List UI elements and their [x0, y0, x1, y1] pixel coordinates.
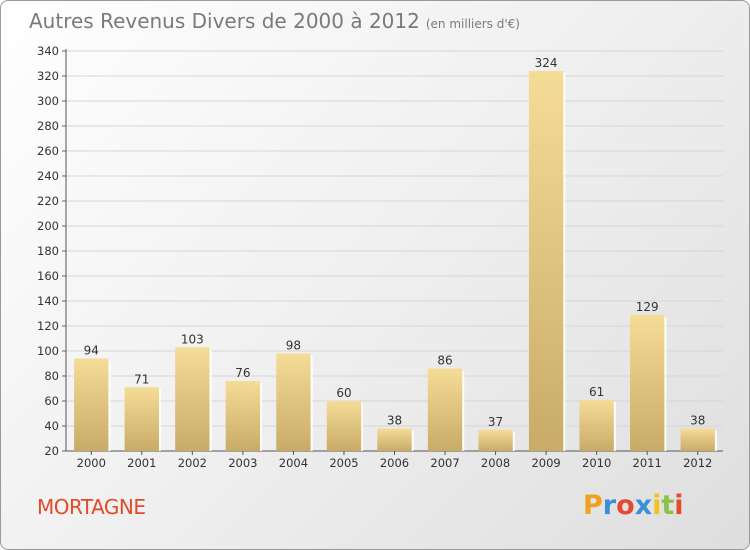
bar: [579, 399, 614, 451]
bar-value-label: 61: [589, 385, 604, 399]
x-tick-label: 2009: [531, 456, 560, 470]
bar: [175, 347, 210, 451]
bar-value-label: 38: [690, 414, 705, 428]
proxiti-logo[interactable]: Proxiti: [583, 490, 684, 521]
x-tick-label: 2005: [329, 456, 358, 470]
y-tick-label: 60: [44, 394, 59, 408]
bar: [528, 71, 564, 451]
logo-letter: i: [652, 490, 662, 521]
y-tick-label: 120: [37, 319, 59, 333]
bar: [276, 353, 311, 451]
bar: [225, 381, 261, 451]
bar: [124, 387, 159, 451]
bar: [326, 401, 362, 451]
bar-value-label: 324: [535, 56, 558, 70]
y-tick-label: 80: [44, 369, 59, 383]
bar-value-label: 86: [437, 354, 452, 368]
chart-title-text: Autres Revenus Divers de 2000 à 2012: [29, 9, 420, 33]
bar: [630, 314, 665, 451]
grid-lines: [66, 50, 723, 452]
bar-value-label: 103: [181, 332, 204, 346]
y-tick-label: 100: [37, 344, 59, 358]
x-tick-label: 2007: [430, 456, 459, 470]
y-tick-label: 160: [37, 269, 59, 283]
bar-value-label: 38: [387, 414, 402, 428]
y-tick-label: 20: [44, 444, 59, 458]
x-tick-label: 2004: [279, 456, 308, 470]
logo-letter: o: [616, 490, 635, 521]
x-tick-label: 2012: [683, 456, 712, 470]
bar-value-label: 76: [235, 366, 250, 380]
bar: [427, 368, 463, 451]
bar-value-label: 129: [636, 300, 659, 314]
bar: [680, 428, 715, 451]
x-tick-label: 2000: [77, 456, 106, 470]
logo-letter: r: [602, 490, 617, 521]
y-tick-label: 300: [37, 94, 59, 108]
commune-name: MORTAGNE: [37, 495, 146, 519]
logo-letter: t: [661, 490, 675, 521]
x-tick-label: 2010: [582, 456, 611, 470]
x-tick-label: 2011: [633, 456, 662, 470]
logo-letter: i: [674, 490, 684, 521]
x-tick-label: 2002: [178, 456, 207, 470]
y-tick-label: 340: [37, 44, 59, 58]
logo-letter: x: [634, 490, 653, 521]
chart-subtitle: (en milliers d'€): [425, 17, 520, 31]
logo-letter: P: [583, 490, 603, 521]
labels: 20 40 60 80 100 120 140 160 180 200 220 240 260 280 30…: [37, 44, 712, 470]
y-tick-label: 200: [37, 219, 59, 233]
y-tick-label: 180: [37, 244, 59, 258]
bar-value-label: 60: [336, 386, 351, 400]
x-tick-label: 2003: [228, 456, 257, 470]
axes: [62, 49, 723, 455]
bar: [478, 429, 513, 451]
x-tick-label: 2001: [127, 456, 156, 470]
x-tick-label: 2006: [380, 456, 409, 470]
y-tick-label: 280: [37, 119, 59, 133]
y-tick-label: 140: [37, 294, 59, 308]
y-tick-label: 320: [37, 69, 59, 83]
x-tick-label: 2008: [481, 456, 510, 470]
bar-value-label: 71: [134, 372, 149, 386]
bar-value-label: 98: [286, 339, 301, 353]
bar-value-label: 94: [84, 344, 99, 358]
y-tick-label: 220: [37, 194, 59, 208]
bar-value-label: 37: [488, 415, 503, 429]
bar: [74, 358, 109, 451]
y-tick-label: 260: [37, 144, 59, 158]
bar: [377, 428, 412, 451]
chart-title: Autres Revenus Divers de 2000 à 2012 (en …: [29, 9, 520, 33]
y-tick-label: 240: [37, 169, 59, 183]
bars: [74, 71, 717, 451]
y-tick-label: 40: [44, 419, 59, 433]
